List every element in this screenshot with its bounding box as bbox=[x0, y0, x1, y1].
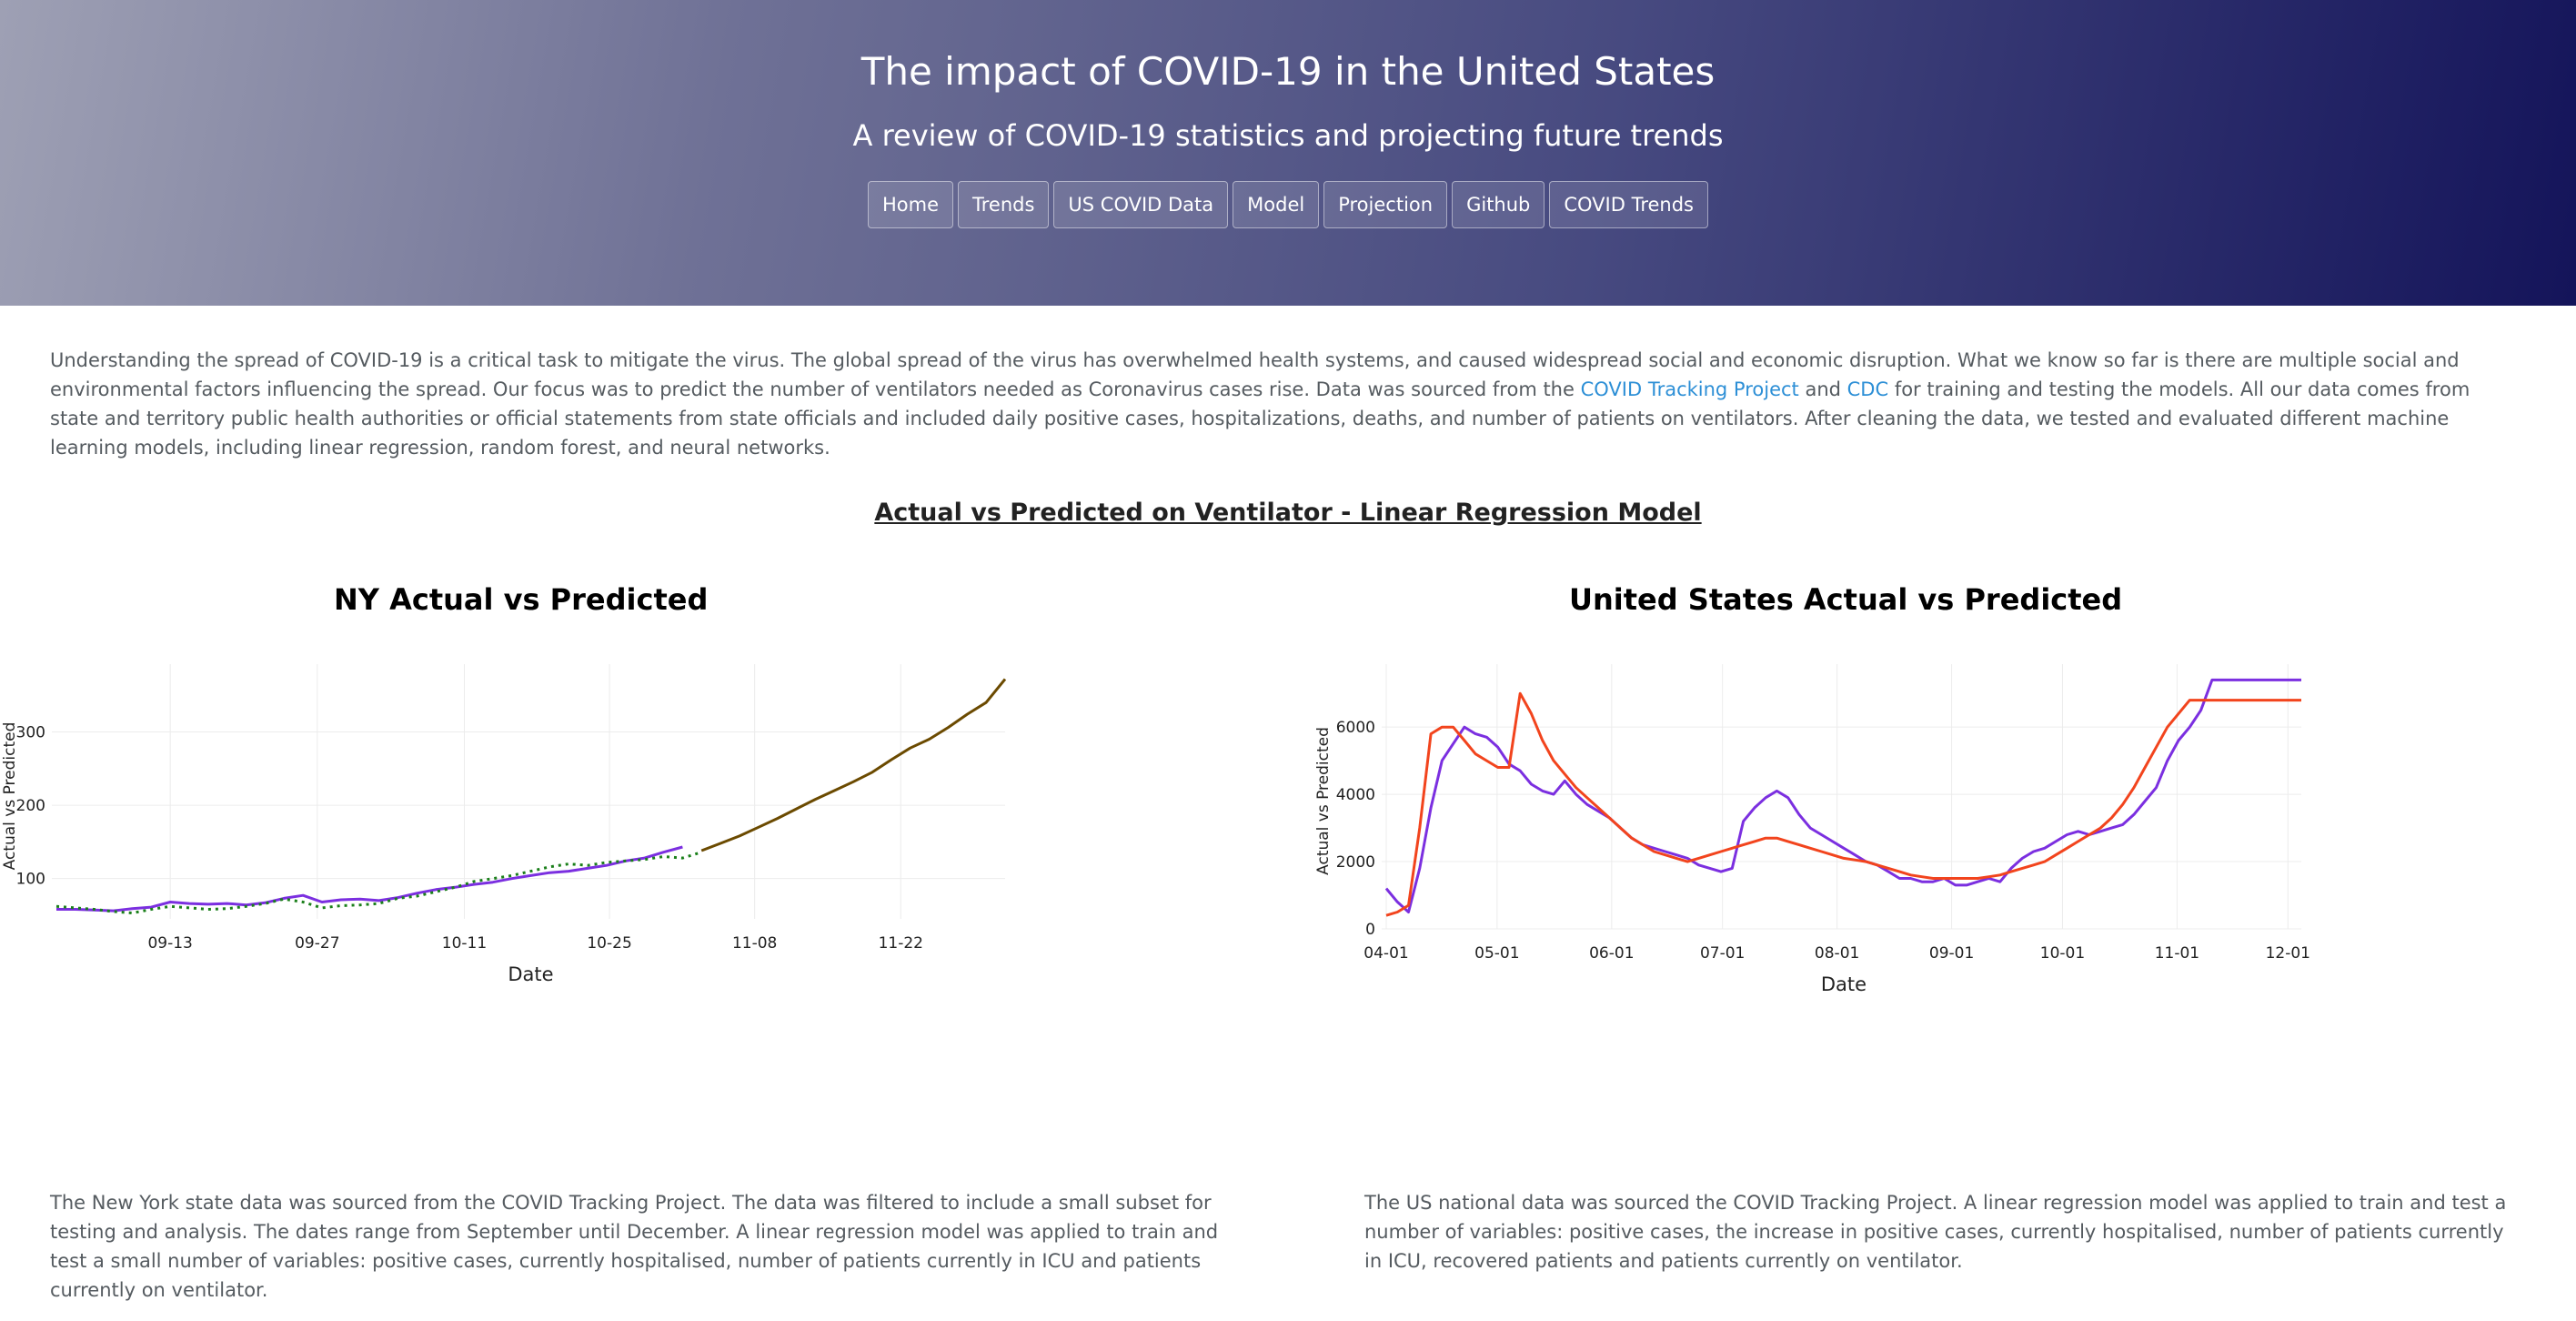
ny-chart-title: NY Actual vs Predicted bbox=[334, 582, 709, 617]
x-tick-label: 11-22 bbox=[879, 934, 923, 953]
x-tick-label: 12-01 bbox=[2266, 944, 2310, 963]
intro-text-3: for training and testing the models. All… bbox=[50, 378, 2470, 459]
x-tick-label: 10-11 bbox=[442, 934, 487, 953]
us-chart[interactable]: 04-01 05-01 06-01 07-01 08-01 09-01 10-01 11-01… bbox=[1310, 655, 2347, 1001]
x-tick-label: 08-01 bbox=[1815, 944, 1859, 963]
series-line-1[interactable] bbox=[55, 851, 702, 915]
main-nav: Home Trends US COVID Data Model Projecti… bbox=[0, 181, 2576, 228]
y-tick-label: 200 bbox=[16, 797, 45, 815]
nav-covid-trends-button[interactable]: COVID Trends bbox=[1549, 181, 1709, 228]
series-line-1[interactable] bbox=[1385, 691, 2301, 917]
nav-trends-button[interactable]: Trends bbox=[957, 181, 1050, 228]
nav-us-covid-data-button[interactable]: US COVID Data bbox=[1053, 181, 1229, 228]
x-tick-label: 09-13 bbox=[147, 934, 192, 953]
intro-text-1: Understanding the spread of COVID-19 is … bbox=[50, 349, 2460, 400]
y-tick-label: 4000 bbox=[1336, 786, 1375, 804]
x-tick-label: 09-27 bbox=[295, 934, 339, 953]
series-line-0[interactable] bbox=[1384, 678, 2301, 913]
x-tick-label: 04-01 bbox=[1363, 944, 1408, 963]
series-line-2[interactable] bbox=[700, 678, 1007, 852]
section-title: Actual vs Predicted on Ventilator - Line… bbox=[874, 499, 1702, 527]
nav-projection-button[interactable]: Projection bbox=[1323, 181, 1448, 228]
cdc-link[interactable]: CDC bbox=[1846, 378, 1889, 400]
us-description: The US national data was sourced the COV… bbox=[1364, 1192, 2507, 1272]
y-tick-label: 0 bbox=[1365, 921, 1375, 939]
us-chart-title: United States Actual vs Predicted bbox=[1569, 582, 2123, 617]
y-axis-title: Actual vs Predicted bbox=[1314, 727, 1333, 875]
y-tick-label: 100 bbox=[16, 871, 45, 889]
y-tick-label: 2000 bbox=[1336, 853, 1375, 872]
ny-description: The New York state data was sourced from… bbox=[50, 1192, 1219, 1301]
x-axis-title: Date bbox=[1821, 973, 1867, 995]
x-tick-label: 05-01 bbox=[1474, 944, 1519, 963]
x-tick-label: 10-25 bbox=[587, 934, 631, 953]
y-tick-label: 6000 bbox=[1336, 719, 1375, 737]
x-tick-label: 09-01 bbox=[1929, 944, 1974, 963]
y-axis-title: Actual vs Predicted bbox=[1, 722, 19, 871]
page-title: The impact of COVID-19 in the United Sta… bbox=[860, 49, 1716, 94]
y-tick-label: 300 bbox=[16, 723, 45, 741]
x-axis-title: Date bbox=[508, 963, 553, 985]
series-line-0[interactable] bbox=[56, 845, 683, 913]
page-subtitle: A review of COVID-19 statistics and proj… bbox=[852, 118, 1724, 153]
hero-banner: The impact of COVID-19 in the United Sta… bbox=[0, 0, 2576, 306]
intro-paragraph: Understanding the spread of COVID-19 is … bbox=[50, 346, 2506, 462]
covid-tracking-project-link[interactable]: COVID Tracking Project bbox=[1580, 378, 1799, 400]
x-tick-label: 06-01 bbox=[1589, 944, 1634, 963]
x-tick-label: 10-01 bbox=[2040, 944, 2085, 963]
x-tick-label: 11-01 bbox=[2155, 944, 2199, 963]
nav-model-button[interactable]: Model bbox=[1233, 181, 1320, 228]
nav-home-button[interactable]: Home bbox=[867, 181, 953, 228]
x-tick-label: 11-08 bbox=[732, 934, 777, 953]
x-tick-label: 07-01 bbox=[1700, 944, 1745, 963]
ny-chart[interactable]: 09-13 09-27 10-11 10-25 11-08 11-22 100 200 300 D… bbox=[0, 655, 1037, 1001]
nav-github-button[interactable]: Github bbox=[1452, 181, 1545, 228]
intro-text-2: and bbox=[1798, 378, 1847, 400]
